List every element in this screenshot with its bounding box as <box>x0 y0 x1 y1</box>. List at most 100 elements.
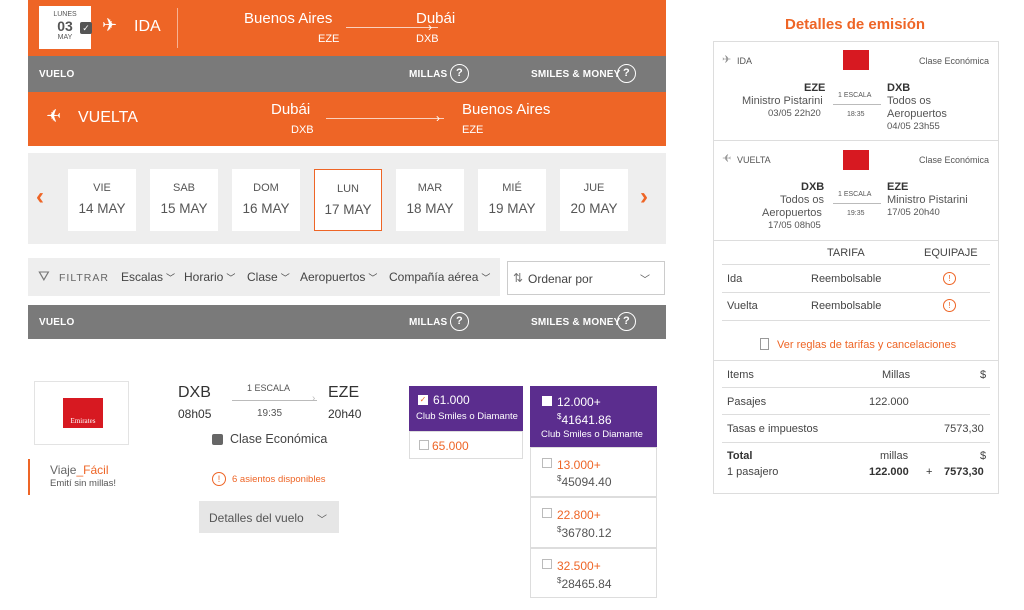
total-money: 7573,30 <box>944 466 984 478</box>
ida-bar: LUNES 03 MAY ✓ ✈ IDA Buenos Aires EZE › … <box>28 0 666 56</box>
tarifa-row-value: Reembolsable <box>811 300 882 312</box>
filter-icon: ⛛ <box>38 268 50 284</box>
to-city: Buenos Aires <box>462 101 551 118</box>
plane-icon: ✈ <box>102 15 118 35</box>
filter-clase[interactable]: Clase ﹀ <box>247 270 290 284</box>
day-date: 16 MAY <box>242 201 290 216</box>
day-name: JUE <box>583 182 605 194</box>
det-ida-clase: Clase Económica <box>919 56 990 66</box>
det-vuelta-clase: Clase Económica <box>919 155 990 165</box>
facil-label: _Fácil <box>76 463 109 477</box>
day-card[interactable]: JUE 20 MAY <box>560 169 628 231</box>
divider <box>722 442 990 443</box>
sm-club-price[interactable]: 12.000+ $41641.86 Club Smiles o Diamante <box>530 386 657 447</box>
checkbox-icon[interactable] <box>542 508 552 518</box>
day-card[interactable]: MAR 18 MAY <box>396 169 464 231</box>
det-vuelta-stops: 1 ESCALA <box>838 191 872 198</box>
viaje-label: Viaje <box>50 463 77 477</box>
col-millas: MILLAS <box>409 69 448 80</box>
dep-code: DXB <box>178 384 211 401</box>
day-card[interactable]: SAB 15 MAY <box>150 169 218 231</box>
det-vuelta-from-name1: Todos os <box>780 194 825 206</box>
sm-miles: 32.500+ <box>557 559 601 573</box>
pasajes-millas: 122.000 <box>869 396 909 408</box>
filtrar-label[interactable]: FILTRAR <box>59 272 109 284</box>
from-city: Buenos Aires <box>244 10 333 27</box>
checkbox-icon[interactable] <box>542 559 552 569</box>
next-arrow-icon[interactable]: › <box>640 183 648 210</box>
sm-price-option[interactable]: 32.500+ $28465.84 <box>530 548 657 598</box>
sm-club-money: 41641.86 <box>561 413 612 427</box>
tarifa-row-label: Vuelta <box>727 300 758 312</box>
info-warning-icon[interactable]: ! <box>943 272 956 285</box>
chevron-down-icon: ﹀ <box>640 275 650 286</box>
route-arrow <box>326 118 444 119</box>
money-header: $ <box>980 369 987 381</box>
det-vuelta-to-dt: 17/05 20h40 <box>887 207 940 218</box>
emirates-logo <box>843 150 869 170</box>
total-millas-label: millas <box>880 450 909 462</box>
help-icon[interactable]: ? <box>617 312 636 331</box>
checkbox-icon[interactable] <box>542 458 552 468</box>
col-smiles-money: SMILES & MONEY <box>531 317 621 328</box>
tarifa-header: TARIFA <box>827 247 865 259</box>
chevron-down-icon: ﹀ <box>481 273 491 283</box>
divider <box>722 264 990 265</box>
flight-details-button[interactable]: Detalles del vuelo ﹀ <box>199 501 339 533</box>
checkbox-icon[interactable] <box>542 396 552 406</box>
sm-money: 45094.40 <box>561 475 612 489</box>
emirates-logo <box>843 50 869 70</box>
detalles-panel <box>713 41 999 494</box>
millas-club-price[interactable]: ✓ 61.000 Club Smiles o Diamante <box>409 386 523 431</box>
divider <box>713 140 999 141</box>
sort-select[interactable]: ⇅ Ordenar por ﹀ <box>507 261 665 295</box>
det-ida-to-dt: 04/05 23h55 <box>887 121 940 132</box>
filter-escalas[interactable]: Escalas ﹀ <box>121 270 175 284</box>
sm-price-option[interactable]: 13.000+ $45094.40 <box>530 447 657 497</box>
day-name: MIÉ <box>502 182 522 194</box>
col-smiles-money: SMILES & MONEY <box>531 69 621 80</box>
emirates-logo: Emirates <box>63 398 103 428</box>
filter-compania[interactable]: Compañía aérea ﹀ <box>389 270 490 284</box>
vuelta-label: VUELTA <box>78 109 138 126</box>
checkbox-checked-icon[interactable]: ✓ <box>418 395 428 405</box>
dep-time: 08h05 <box>178 407 212 421</box>
tasas-money: 7573,30 <box>944 423 984 435</box>
help-icon[interactable]: ? <box>450 64 469 83</box>
warning-icon: ! <box>212 472 226 486</box>
millas-club-value: 61.000 <box>433 393 470 407</box>
route-line <box>833 104 881 105</box>
prev-arrow-icon[interactable]: ‹ <box>36 183 44 210</box>
day-card[interactable]: VIE 14 MAY <box>68 169 136 231</box>
sm-club-label: Club Smiles o Diamante <box>541 429 643 440</box>
day-card[interactable]: MIÉ 19 MAY <box>478 169 546 231</box>
millas-regular-price[interactable]: 65.000 <box>409 431 523 459</box>
det-vuelta-from-name2: Aeropuertos <box>762 207 822 219</box>
day-card[interactable]: DOM 16 MAY <box>232 169 300 231</box>
divider <box>722 414 990 415</box>
checkbox-icon[interactable]: ✓ <box>80 22 92 34</box>
sm-price-option[interactable]: 22.800+ $36780.12 <box>530 497 657 548</box>
info-warning-icon[interactable]: ! <box>943 299 956 312</box>
filter-horario[interactable]: Horario ﹀ <box>184 270 235 284</box>
from-city: Dubái <box>271 101 311 118</box>
filter-aeropuertos[interactable]: Aeropuertos ﹀ <box>300 270 377 284</box>
day-date: 17 MAY <box>324 202 372 217</box>
help-icon[interactable]: ? <box>450 312 469 331</box>
det-ida-stops: 1 ESCALA <box>838 92 872 99</box>
help-icon[interactable]: ? <box>617 64 636 83</box>
arr-time: 20h40 <box>328 407 362 421</box>
divider <box>722 387 990 388</box>
day-name: DOM <box>253 182 279 194</box>
divider <box>713 360 999 361</box>
reglas-link[interactable]: Ver reglas de tarifas y cancelaciones <box>777 339 957 351</box>
results-header: VUELO MILLAS ? SMILES & MONEY ? <box>28 56 666 93</box>
to-code: DXB <box>416 33 439 45</box>
checkbox-icon[interactable] <box>419 440 429 450</box>
day-card-selected[interactable]: LUN 17 MAY <box>314 169 382 231</box>
tarifa-row-label: Ida <box>727 273 743 285</box>
chevron-down-icon: ﹀ <box>317 515 327 526</box>
date-month: MAY <box>57 34 73 41</box>
arrow-head-icon: › <box>428 20 432 34</box>
col-vuelo: VUELO <box>39 69 75 80</box>
